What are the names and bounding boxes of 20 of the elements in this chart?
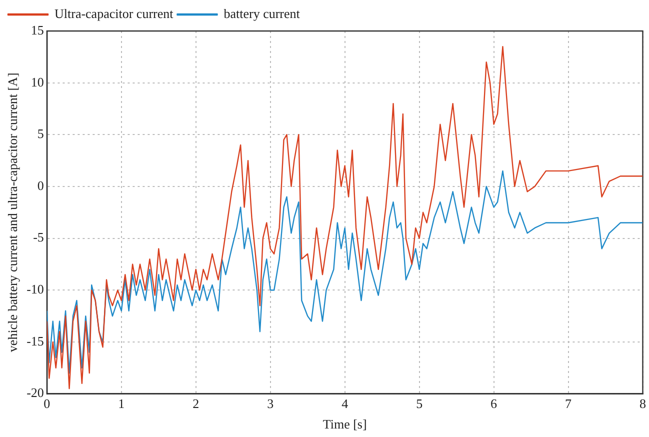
y-tick-label: 15	[30, 22, 44, 38]
y-tick-label: -10	[26, 282, 44, 297]
x-tick-label: 7	[565, 396, 572, 412]
y-tick-label: 10	[30, 74, 44, 90]
x-tick-label: 2	[192, 396, 200, 412]
y-tick-label: 5	[37, 126, 44, 142]
y-tick-label: -5	[33, 230, 44, 245]
y-tick-label: 0	[37, 178, 44, 193]
legend-label: Ultra-capacitor current	[54, 6, 174, 21]
x-tick-label: 5	[416, 396, 423, 412]
y-tick-label: -15	[26, 333, 44, 348]
x-tick-label: 3	[267, 396, 274, 412]
x-tick-label: 6	[490, 396, 498, 412]
x-axis-title: Time [s]	[322, 416, 367, 432]
x-tick-label: 1	[118, 396, 125, 412]
x-tick-label: 8	[640, 396, 646, 412]
y-tick-label: -20	[26, 385, 44, 400]
x-tick-label: 4	[342, 396, 349, 412]
legend-label: battery current	[224, 6, 300, 21]
y-axis-title: vehicle battery current and ultra-capacitor current [A]	[5, 72, 20, 352]
